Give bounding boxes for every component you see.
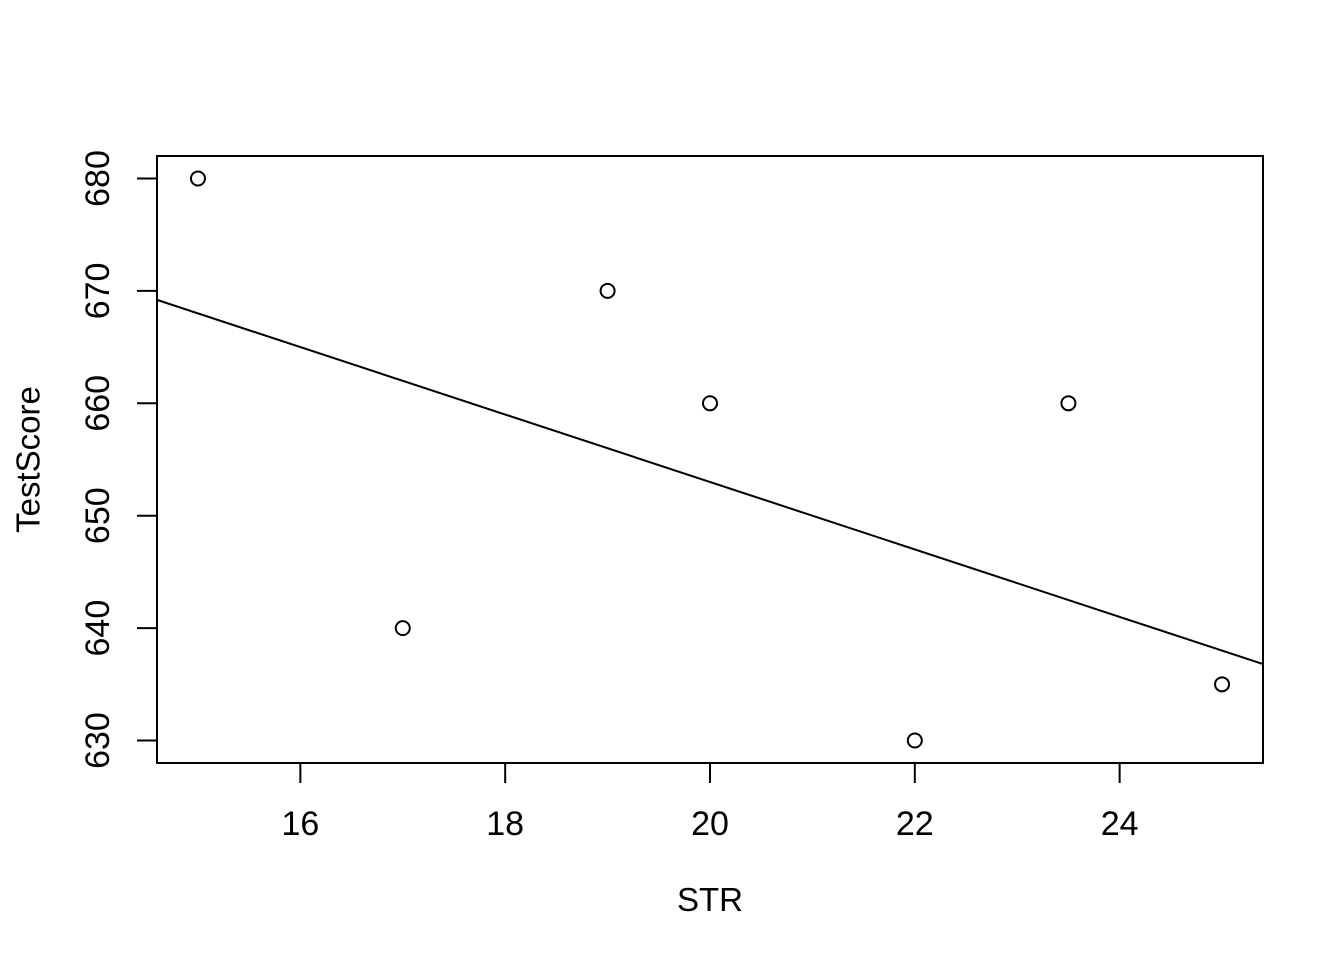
x-tick-label: 20 — [691, 805, 729, 843]
plot-border — [156, 155, 1264, 764]
x-tick-label: 18 — [486, 805, 524, 843]
y-tick-label: 660 — [79, 375, 117, 432]
y-tick-label: 630 — [79, 712, 117, 769]
data-point — [599, 282, 616, 299]
x-tick-label: 24 — [1101, 805, 1139, 843]
y-tick-label: 670 — [79, 263, 117, 320]
data-point — [394, 620, 411, 637]
y-tick-label: 650 — [79, 487, 117, 544]
data-point — [189, 170, 206, 187]
y-tick-label: 640 — [79, 600, 117, 657]
x-axis-label: STR — [677, 881, 743, 918]
data-points — [189, 170, 1231, 749]
data-point — [1060, 395, 1077, 412]
y-axis-ticks: 630 640 650 660 670 680 — [79, 150, 157, 769]
regression-line — [156, 298, 1264, 666]
data-point — [1214, 676, 1231, 693]
data-point — [906, 732, 923, 749]
y-axis-label: TestScore — [10, 386, 47, 533]
x-tick-label: 22 — [896, 805, 934, 843]
y-tick-label: 680 — [79, 150, 117, 207]
x-tick-label: 16 — [281, 805, 319, 843]
x-axis-ticks: 16 18 20 22 24 — [281, 763, 1139, 843]
data-point — [702, 395, 718, 412]
